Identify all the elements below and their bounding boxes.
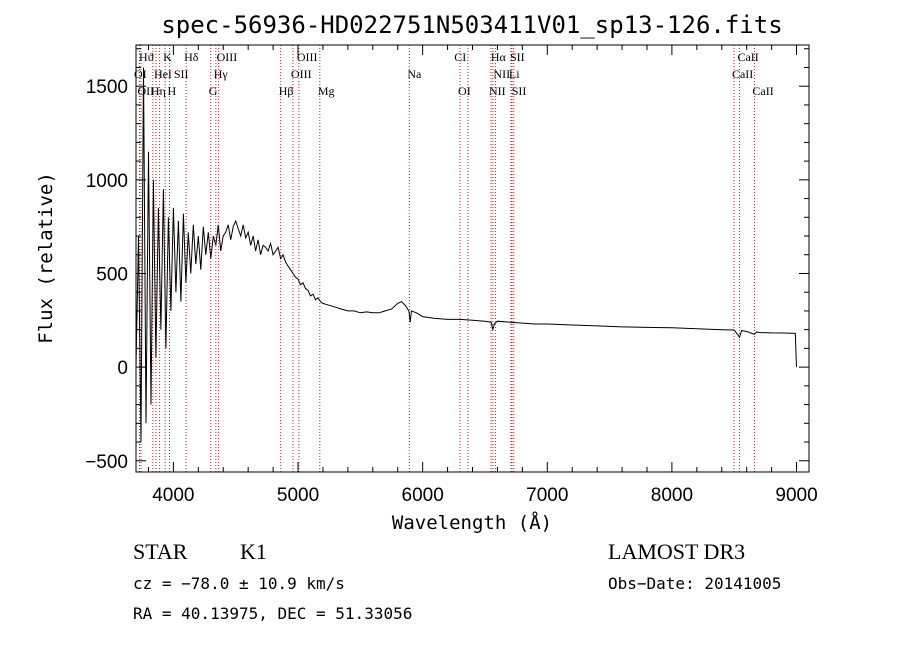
survey-name: LAMOST DR3 [608,539,745,564]
line-label: SII [510,50,525,64]
x-tick-label: 8000 [651,485,693,506]
line-label: K [163,50,172,64]
x-tick-label: 5000 [277,485,319,506]
line-label: OIII [217,50,238,64]
x-tick-label: 7000 [526,485,568,506]
x-axis-label: Wavelength (Å) [392,511,552,534]
line-label: OII [137,84,154,98]
line-label: OI [458,84,471,98]
spectral-line-guides [138,45,755,472]
object-type: STAR [133,539,188,564]
y-tick-label: 1000 [86,171,128,192]
line-label: OIII [297,50,318,64]
chart-title: spec-56936-HD022751N503411V01_sp13-126.f… [161,11,782,39]
line-label: Na [407,67,422,81]
line-label: NII [489,84,506,98]
y-tick-label: 0 [117,358,128,379]
object-subclass: K1 [240,539,267,564]
line-label: H [168,84,177,98]
y-tick-labels: −500 0 500 1000 1500 [85,77,128,473]
line-label: NII [493,67,510,81]
line-label: CaII [752,84,773,98]
line-label: CaII [732,67,753,81]
line-label: Mg [318,84,335,98]
y-tick-label: 500 [96,264,128,285]
coordinates-readout: RA = 40.13975, DEC = 51.33056 [133,604,412,623]
spectrum-line [135,67,797,443]
line-label: SII [512,84,527,98]
x-tick-label: 6000 [402,485,444,506]
x-tick-labels: 4000 5000 6000 7000 8000 9000 [152,485,817,506]
line-label: Hδ [184,50,199,64]
line-label: Hη [151,84,166,98]
line-label: CaII [737,50,758,64]
line-label: Hα [491,50,507,64]
y-axis-label: Flux (relative) [35,172,57,344]
plot-frame [135,44,810,473]
line-label: Hγ [214,67,229,81]
line-label: SII [174,67,189,81]
x-tick-label: 9000 [775,485,817,506]
axis-ticks [136,45,809,472]
obs-date: Obs−Date: 20141005 [608,574,781,593]
line-label: CI [454,50,466,64]
line-label: G [209,84,218,98]
line-label: HeI [154,67,172,81]
x-tick-label: 4000 [152,485,194,506]
y-tick-label: 1500 [86,77,128,98]
y-tick-label: −500 [85,452,128,473]
line-label: Li [509,67,520,81]
redshift-readout: cz = −78.0 ± 10.9 km/s [133,574,345,593]
line-label: Hϑ [139,50,154,64]
line-label: Hβ [279,84,294,98]
line-label: OIII [291,67,312,81]
